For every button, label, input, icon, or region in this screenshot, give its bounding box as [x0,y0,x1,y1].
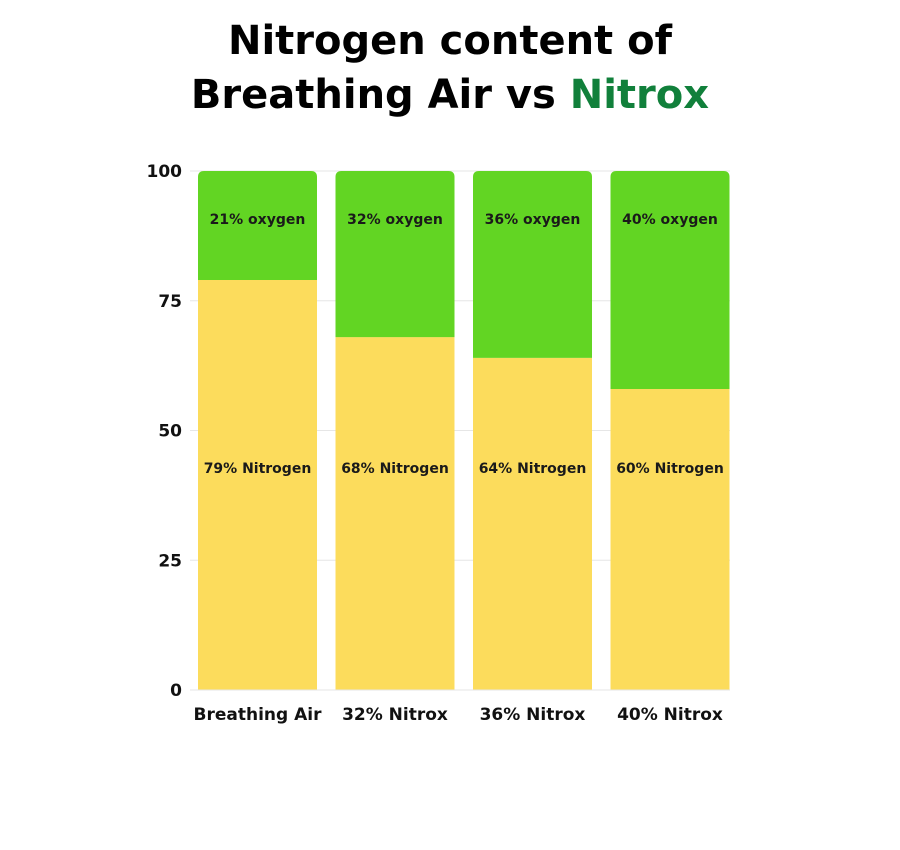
x-category-label: 40% Nitrox [617,705,723,725]
y-tick-label: 0 [170,681,182,701]
bar-segment-nitrogen [335,337,455,690]
y-tick-label: 50 [158,422,182,442]
title-prefix: Breathing Air vs [190,72,570,118]
nitrogen-label: 60% Nitrogen [616,461,724,477]
oxygen-label: 32% oxygen [347,212,443,228]
axis-layer: 0 25 50 75 100 Breathing Air 32% Nitrox 36% Nit… [147,162,730,725]
bar-segment-nitrogen [610,388,730,690]
y-tick-label: 75 [158,292,182,312]
oxygen-label: 21% oxygen [210,212,306,228]
nitrogen-label: 68% Nitrogen [341,461,449,477]
title-line-1: Nitrogen content of [227,18,672,64]
bar-segment-nitrogen [473,357,592,690]
chart-title: Nitrogen content of Breathing Air vs Nit… [0,14,900,122]
bar-segment-oxygen [473,171,592,358]
bar-segment-oxygen [198,171,317,280]
bar-segment-oxygen [610,171,730,389]
oxygen-label: 36% oxygen [485,212,581,228]
x-category-label: 32% Nitrox [342,705,448,725]
bars-layer: 79% Nitrogen 21% oxygen 68% Nitrogen 32% ox… [198,171,730,690]
title-line-2: Breathing Air vs Nitrox [0,68,900,122]
x-category-label: Breathing Air [194,705,323,725]
oxygen-label: 40% oxygen [622,212,718,228]
y-tick-label: 25 [158,551,182,571]
title-accent: Nitrox [569,72,710,118]
nitrogen-label: 64% Nitrogen [479,461,587,477]
bar-segment-nitrogen [198,279,317,690]
x-category-label: 36% Nitrox [480,705,586,725]
y-tick-label: 100 [147,162,183,182]
nitrogen-label: 79% Nitrogen [204,461,312,477]
bar-segment-oxygen [335,171,455,338]
